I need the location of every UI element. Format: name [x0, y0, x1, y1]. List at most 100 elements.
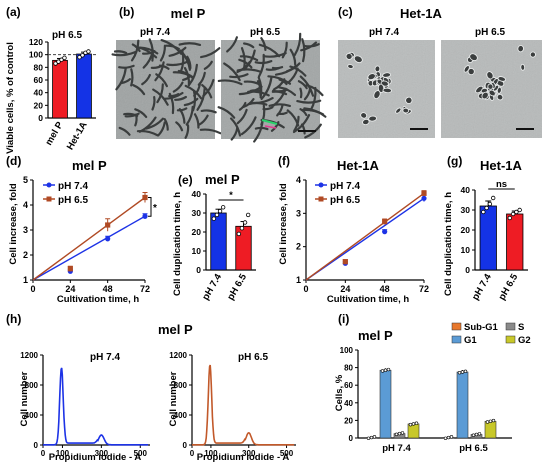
cell: [382, 72, 391, 78]
bar: [76, 53, 92, 119]
cell: [289, 48, 297, 66]
panel-i: (i) mel P Cells, % Sub-G1 S G1 G2 0 20 40 6…: [334, 312, 531, 454]
data-point: [488, 419, 493, 423]
cell: [402, 107, 410, 114]
cell: [157, 121, 166, 137]
cell: [162, 91, 184, 100]
cell: [196, 86, 206, 111]
data-point: [517, 207, 522, 213]
panel-a: (a) pH 6.5 Viable cells, % of control 0 2…: [5, 5, 96, 154]
cell: [382, 87, 392, 94]
y-tick-label: 1200: [20, 351, 38, 360]
data-point: [471, 433, 476, 437]
cell: [270, 121, 280, 132]
significance-bracket: [148, 197, 152, 217]
data-point: [449, 435, 454, 439]
y-tick-label: 3: [23, 225, 28, 235]
panel-letter-i: (i): [338, 312, 349, 326]
cell: [150, 64, 164, 69]
y-tick-label: 40: [461, 185, 471, 195]
x-tick-label: 500: [134, 449, 148, 458]
data-point: [400, 431, 405, 435]
cell: [300, 41, 318, 52]
category-label: pH 7.4: [382, 443, 411, 454]
cell: [124, 112, 140, 118]
data-point: [369, 435, 374, 440]
y-tick-label: 40: [192, 189, 202, 199]
data-point: [77, 55, 82, 60]
cell: [199, 128, 222, 135]
cell: [374, 65, 381, 73]
data-point: [474, 432, 479, 437]
data-point: [366, 436, 371, 440]
cell: [353, 55, 363, 63]
panel-g-title: Het-1A: [480, 158, 523, 173]
data-point: [411, 422, 416, 426]
bar: [456, 371, 469, 439]
y-tick-label: 1: [23, 275, 28, 285]
cell: [178, 42, 202, 46]
cell: [200, 109, 217, 114]
x-tick-label: 100: [204, 449, 218, 458]
cell: [154, 61, 165, 82]
panel-a-ylabel: Viable cells, % of control: [5, 42, 16, 154]
cell: [229, 73, 249, 79]
legend-subg1: Sub-G1: [464, 322, 498, 333]
cell: [496, 94, 504, 101]
data-point: [382, 219, 388, 225]
panel-e-ylabel: Cell duplication time, h: [172, 192, 183, 296]
panel-i-ylabel: Cells, %: [334, 374, 345, 411]
cell: [243, 80, 262, 86]
cell: [197, 114, 209, 127]
cell: [258, 43, 281, 58]
cell: [497, 76, 506, 82]
cell: [172, 81, 184, 93]
panel-d-legend: pH 7.4 pH 6.5: [43, 181, 88, 206]
data-point: [53, 61, 58, 66]
histogram-trace: [43, 367, 149, 446]
panel-letter-h: (h): [6, 312, 21, 326]
cell: [186, 55, 192, 70]
y-tick-label: 60: [34, 75, 44, 85]
bar: [479, 205, 497, 271]
cell: [481, 91, 489, 100]
panel-e-title: mel P: [205, 172, 240, 187]
x-tick-label: 48: [380, 284, 390, 294]
panel-g-ylabel: Cell duplication time, h: [443, 192, 454, 296]
data-point: [408, 422, 413, 427]
y-tick-label: 3: [296, 208, 301, 218]
cell: [240, 116, 257, 136]
data-point: [80, 53, 85, 58]
measurement-mark: [264, 125, 277, 129]
cell: [193, 82, 202, 97]
cell: [520, 63, 526, 71]
data-point: [211, 216, 217, 221]
cell: [156, 83, 164, 104]
y-tick-label: 20: [344, 416, 353, 425]
cell: [247, 90, 270, 97]
cell: [281, 41, 288, 59]
y-tick-label: 30: [192, 208, 202, 218]
y-tick-label: 4: [296, 175, 301, 185]
cell: [278, 78, 288, 86]
panel-f-plot: 1 2 3 4 0 24 48 72: [296, 175, 429, 294]
y-tick-label: 40: [34, 88, 44, 98]
cell: [174, 95, 187, 101]
category-label: Het-1A: [65, 120, 90, 152]
cell: [299, 87, 303, 99]
data-point: [491, 418, 496, 423]
cell: [262, 52, 287, 58]
cell: [517, 45, 524, 53]
data-point: [443, 436, 448, 440]
significance-label: ns: [496, 179, 507, 190]
category-label: pH 7.4: [200, 271, 224, 302]
cell: [260, 76, 273, 100]
panel-letter-c: (c): [338, 5, 353, 19]
cell: [118, 126, 131, 136]
panel-h-label-1: pH 7.4: [90, 352, 120, 363]
data-point: [414, 421, 419, 425]
cell: [176, 107, 188, 112]
cell: [405, 96, 413, 104]
legend-g1: G1: [464, 335, 477, 346]
panel-f-ylabel: Cell increase, fold: [278, 183, 289, 265]
